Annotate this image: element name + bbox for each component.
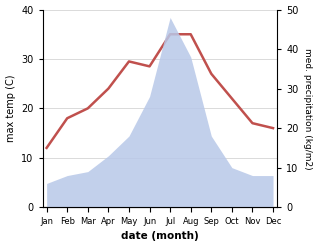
Y-axis label: max temp (C): max temp (C): [5, 75, 16, 142]
X-axis label: date (month): date (month): [121, 231, 199, 242]
Y-axis label: med. precipitation (kg/m2): med. precipitation (kg/m2): [303, 48, 313, 169]
